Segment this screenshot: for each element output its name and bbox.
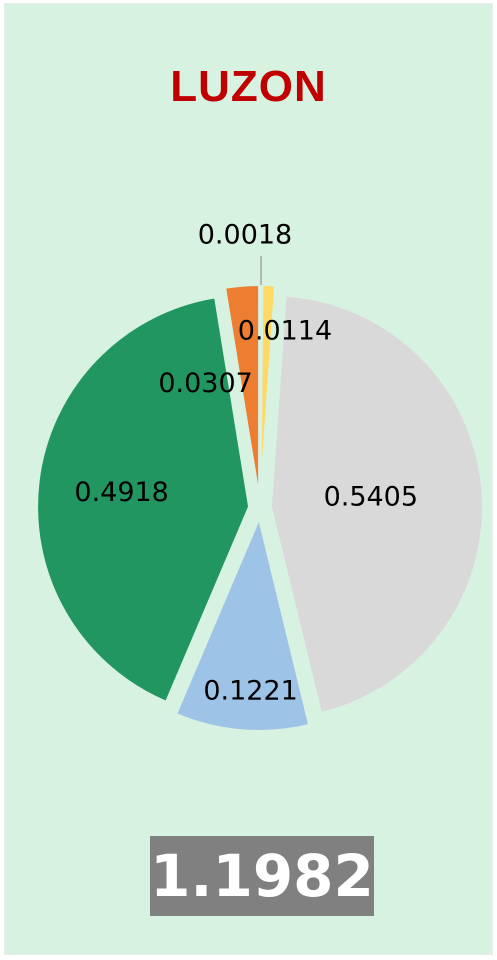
slice-label-3: 0.1221 bbox=[203, 675, 297, 706]
slice-label-2: 0.5405 bbox=[324, 481, 418, 512]
slice-label-0: 0.0018 bbox=[198, 220, 292, 251]
slice-label-1: 0.0114 bbox=[238, 315, 332, 346]
pie-slice-4 bbox=[36, 296, 251, 704]
slice-label-4: 0.4918 bbox=[74, 477, 168, 508]
pie-slice-3 bbox=[174, 515, 311, 732]
pie-slice-1 bbox=[259, 284, 277, 498]
chart-title: LUZON bbox=[170, 62, 327, 111]
pie-slice-5 bbox=[223, 284, 261, 498]
slice-label-5: 0.0307 bbox=[158, 368, 252, 399]
total-value: 1.1982 bbox=[150, 842, 374, 910]
total-box: 1.1982 bbox=[150, 836, 374, 916]
pie-slice-2 bbox=[269, 294, 484, 715]
